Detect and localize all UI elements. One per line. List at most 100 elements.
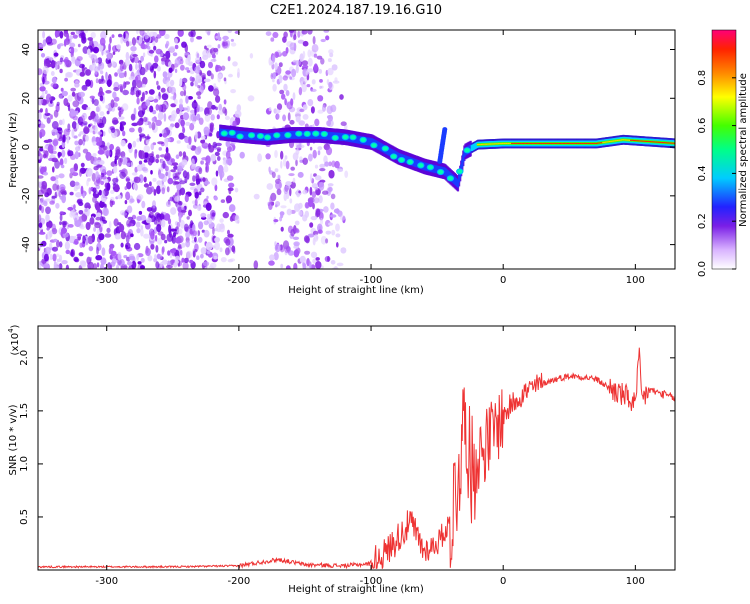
- spectrogram-cell: [266, 183, 274, 190]
- spectrogram-cell: [170, 158, 175, 164]
- spectrogram-cell: [70, 31, 76, 36]
- spectrogram-cell: [115, 264, 120, 269]
- spectrogram-cell: [215, 106, 218, 111]
- spectrogram-cell: [203, 126, 210, 135]
- spectrogram-cell: [127, 216, 134, 220]
- ridge-peak: [512, 142, 515, 144]
- spectrogram-cell: [55, 202, 60, 209]
- spectrogram-cell: [109, 254, 113, 260]
- spectrogram-cell: [299, 53, 304, 62]
- spectrogram-cell: [142, 83, 146, 88]
- spectrogram-cell: [85, 237, 89, 246]
- spectrogram-cell: [155, 261, 160, 269]
- ridge-peak: [594, 142, 597, 144]
- spectrogram-cell: [100, 263, 104, 269]
- spectrogram-cell: [300, 81, 304, 86]
- snr-y-multiplier: (x104): [7, 324, 21, 355]
- spectrogram-cell: [99, 200, 105, 208]
- spectrogram-cell: [38, 222, 43, 228]
- colorbar-tick-label: 0.8: [697, 70, 708, 86]
- spectrogram-cell: [179, 219, 185, 229]
- spectrogram-cell: [216, 66, 222, 72]
- spectrogram-cell: [156, 224, 162, 233]
- spectrogram-cell: [179, 180, 186, 185]
- spectrogram-cell: [201, 160, 204, 165]
- ridge-peak: [626, 139, 628, 141]
- spectrogram-cell: [106, 170, 113, 177]
- spectrogram-cell: [227, 56, 231, 62]
- ridge-peak: [607, 141, 610, 143]
- spectrogram-cell: [110, 99, 115, 109]
- spectrogram-cell: [168, 125, 173, 131]
- snr-x-tick-label: -300: [95, 576, 118, 587]
- spectrogram-cell: [140, 257, 145, 263]
- spectrogram-cell: [295, 159, 298, 167]
- spectrogram-cell: [127, 231, 132, 240]
- spectrogram-cell: [43, 253, 49, 262]
- spectrogram-cell: [78, 201, 84, 206]
- ridge-peak: [536, 142, 538, 144]
- ridge-blob: [456, 168, 464, 175]
- spectrogram-cell: [72, 34, 78, 39]
- spectrogram-cell: [97, 131, 103, 135]
- spectrogram-cell: [196, 255, 200, 260]
- spectrogram-cell: [165, 201, 172, 207]
- spectrogram-cell: [280, 150, 284, 160]
- spectrogram-cell: [69, 180, 76, 188]
- spectrogram-cell: [174, 38, 178, 44]
- ridge-peak: [529, 142, 532, 144]
- spectrogram-cell: [150, 230, 155, 240]
- spectrogram-cell: [66, 222, 70, 230]
- spectrogram-cell: [174, 260, 179, 264]
- spectrogram-cell: [330, 193, 336, 200]
- spectrogram-cell: [141, 44, 148, 50]
- ridge-peak: [667, 142, 669, 144]
- spectrogram-cell: [49, 100, 53, 104]
- ridge-peak: [645, 140, 648, 142]
- ridge-peak: [484, 143, 487, 145]
- spectrogram-cell: [161, 61, 166, 65]
- spectrogram-cell: [280, 213, 284, 219]
- spectrogram-cell: [274, 51, 279, 58]
- spectrogram-cell: [53, 109, 59, 118]
- spectrogram-cell: [95, 136, 100, 144]
- spectrogram-cell: [123, 255, 128, 259]
- spectrogram-cell: [152, 200, 156, 209]
- spectrogram-cell: [100, 180, 105, 186]
- ridge-peak: [665, 142, 668, 144]
- spectrogram-cell: [288, 30, 295, 33]
- spectrogram-cell: [59, 214, 63, 222]
- spectrogram-x-axis: -300 -200 -100 0 100: [95, 30, 645, 286]
- spectrogram-cell: [319, 163, 326, 168]
- spectrogram-cell: [155, 245, 159, 253]
- spectrogram-cell: [127, 261, 133, 266]
- spectrogram-cell: [328, 186, 333, 192]
- spectrogram-cell: [271, 171, 276, 179]
- ridge-peak: [639, 140, 642, 142]
- spectrogram-cell: [126, 181, 132, 190]
- spectrogram-cell: [327, 67, 334, 76]
- spectrogram-cell: [67, 94, 73, 102]
- spectrogram-cell: [45, 36, 53, 45]
- spectrogram-cell: [156, 85, 161, 90]
- spectrogram-cell: [297, 39, 305, 44]
- spectrogram-cell: [85, 167, 93, 177]
- spectrogram-y-tick-label: -40: [21, 236, 32, 252]
- spectrogram-cell: [140, 228, 144, 237]
- ridge-blob: [436, 168, 445, 176]
- spectrogram-cell: [285, 265, 291, 269]
- ridge-peak: [655, 141, 657, 143]
- spectrogram-cell: [147, 255, 153, 262]
- spectrogram-cell: [223, 99, 227, 105]
- spectrogram-cell: [133, 176, 141, 184]
- spectrogram-cell: [297, 30, 301, 38]
- spectrogram-cell: [78, 252, 84, 257]
- ridge-peak: [503, 142, 505, 144]
- spectrogram-cell: [215, 142, 222, 147]
- spectrogram-cell: [95, 216, 101, 221]
- spectrogram-cell: [204, 113, 211, 123]
- spectrogram-cell: [107, 54, 111, 61]
- spectrogram-cell: [291, 68, 297, 78]
- spectrogram-cell: [307, 68, 314, 73]
- spectrogram-cell: [293, 34, 297, 41]
